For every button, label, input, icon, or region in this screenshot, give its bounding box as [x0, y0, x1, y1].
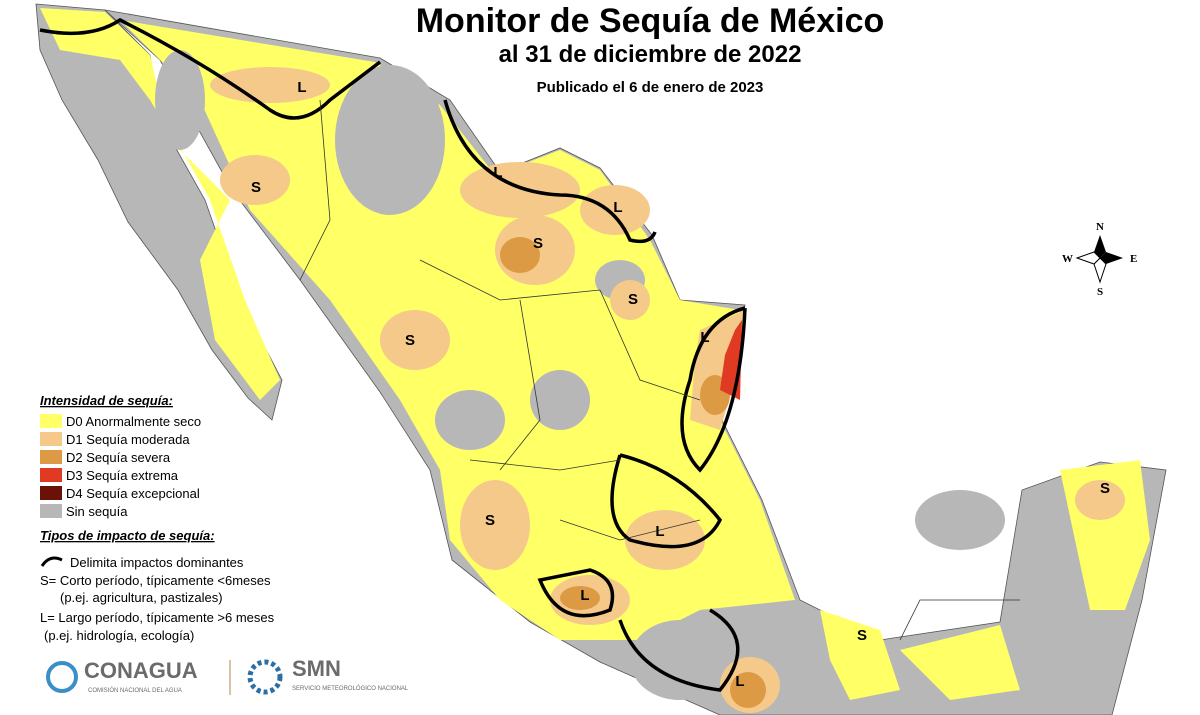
- legend-title: Intensidad de sequía:: [40, 393, 173, 408]
- compass-n: N: [1096, 221, 1104, 233]
- d1-area: [1075, 480, 1125, 520]
- d0-area: [820, 610, 900, 700]
- impact-line: [610, 453, 723, 549]
- conagua-icon: [46, 661, 78, 693]
- impact-label: L: [655, 523, 664, 540]
- legend-swatch: [40, 414, 62, 428]
- impact-text: L= Largo período, típicamente >6 meses: [40, 610, 275, 625]
- conagua-name: CONAGUA: [84, 658, 198, 683]
- gray-area: [530, 370, 590, 430]
- smn-icon: [247, 659, 283, 695]
- conagua-sub: COMISIÓN NACIONAL DEL AGUA: [88, 687, 182, 694]
- impact-label: S: [485, 512, 495, 529]
- legend-swatch: [40, 468, 62, 482]
- impact-label: S: [628, 291, 638, 308]
- legend-swatch: [40, 450, 62, 464]
- border: [299, 99, 331, 281]
- smn-sub: SERVICIO METEOROLÓGICO NACIONAL: [292, 685, 409, 692]
- d1-area: [625, 510, 705, 570]
- compass-arrow: [1100, 252, 1123, 264]
- legend-swatch: [40, 486, 62, 500]
- border: [899, 599, 1020, 641]
- subtitle: al 31 de diciembre de 2022: [499, 41, 802, 68]
- d1-area: [580, 185, 650, 235]
- compass-e: E: [1130, 253, 1137, 265]
- impact-text: (p.ej. hidrología, ecología): [44, 628, 194, 643]
- d1-area: [220, 155, 290, 205]
- impact-text: (p.ej. agricultura, pastizales): [60, 590, 223, 605]
- gray-area: [435, 390, 505, 450]
- compass: N S E W: [1062, 221, 1137, 298]
- legend-label: D3 Sequía extrema: [66, 468, 179, 483]
- d0-area: [900, 625, 1020, 700]
- border: [499, 299, 541, 471]
- d1-area: [610, 280, 650, 320]
- published: Publicado el 6 de enero de 2023: [537, 79, 764, 96]
- d2-area: [730, 672, 766, 708]
- impact-label: S: [405, 332, 415, 349]
- compass-arrow: [1094, 235, 1106, 258]
- state-borders: [299, 99, 1020, 641]
- impact-label: L: [493, 164, 502, 181]
- gray-area: [915, 490, 1005, 550]
- impact-line: [537, 568, 615, 618]
- d1-area: [380, 310, 450, 370]
- d1-area: [460, 162, 580, 218]
- compass-w: W: [1062, 253, 1073, 265]
- legend-swatch: [40, 432, 62, 446]
- legend-label: Sin sequía: [66, 504, 128, 519]
- d1-area: [460, 480, 530, 570]
- legend-label: D1 Sequía moderada: [66, 432, 190, 447]
- impact-label: L: [613, 199, 622, 216]
- gray-area: [630, 620, 730, 700]
- d1-area: [210, 67, 330, 103]
- border: [469, 459, 621, 471]
- impact-label: L: [700, 329, 709, 346]
- impact-boundaries: [39, 17, 747, 692]
- title: Monitor de Sequía de México: [416, 2, 885, 40]
- impact-symbol: [40, 556, 63, 567]
- no-drought: [155, 50, 1005, 700]
- impact-label: S: [857, 627, 867, 644]
- gray-area: [335, 65, 445, 215]
- impact-label: S: [533, 235, 543, 252]
- d2-area: [560, 586, 600, 610]
- impact-title: Tipos de impacto de sequía:: [40, 528, 215, 543]
- legend-label: D0 Anormalmente seco: [66, 414, 201, 429]
- legend: Intensidad de sequía: Tipos de impacto d…: [40, 393, 275, 643]
- impact-label: S: [251, 179, 261, 196]
- legend-swatch: [40, 504, 62, 518]
- impact-line: [618, 608, 740, 692]
- logos: CONAGUA COMISIÓN NACIONAL DEL AGUA SMN S…: [46, 656, 409, 695]
- d0-area: [40, 8, 280, 400]
- impact-line: [443, 99, 657, 244]
- impact-line: [680, 306, 747, 473]
- border: [419, 259, 601, 301]
- impact-label: S: [1100, 480, 1110, 497]
- border: [599, 289, 701, 401]
- legend-label: D4 Sequía excepcional: [66, 486, 200, 501]
- gray-area: [155, 50, 205, 150]
- impact-label: L: [735, 673, 744, 690]
- d2-area: [500, 237, 540, 273]
- impact-text: Delimita impactos dominantes: [70, 555, 244, 570]
- smn-name: SMN: [292, 656, 341, 681]
- legend-label: D2 Sequía severa: [66, 450, 171, 465]
- impact-line: [39, 17, 382, 120]
- impact-label: L: [297, 79, 306, 96]
- compass-s: S: [1097, 286, 1103, 298]
- impact-text: S= Corto período, típicamente <6meses: [40, 573, 271, 588]
- impact-label: L: [580, 587, 589, 604]
- border: [559, 519, 701, 541]
